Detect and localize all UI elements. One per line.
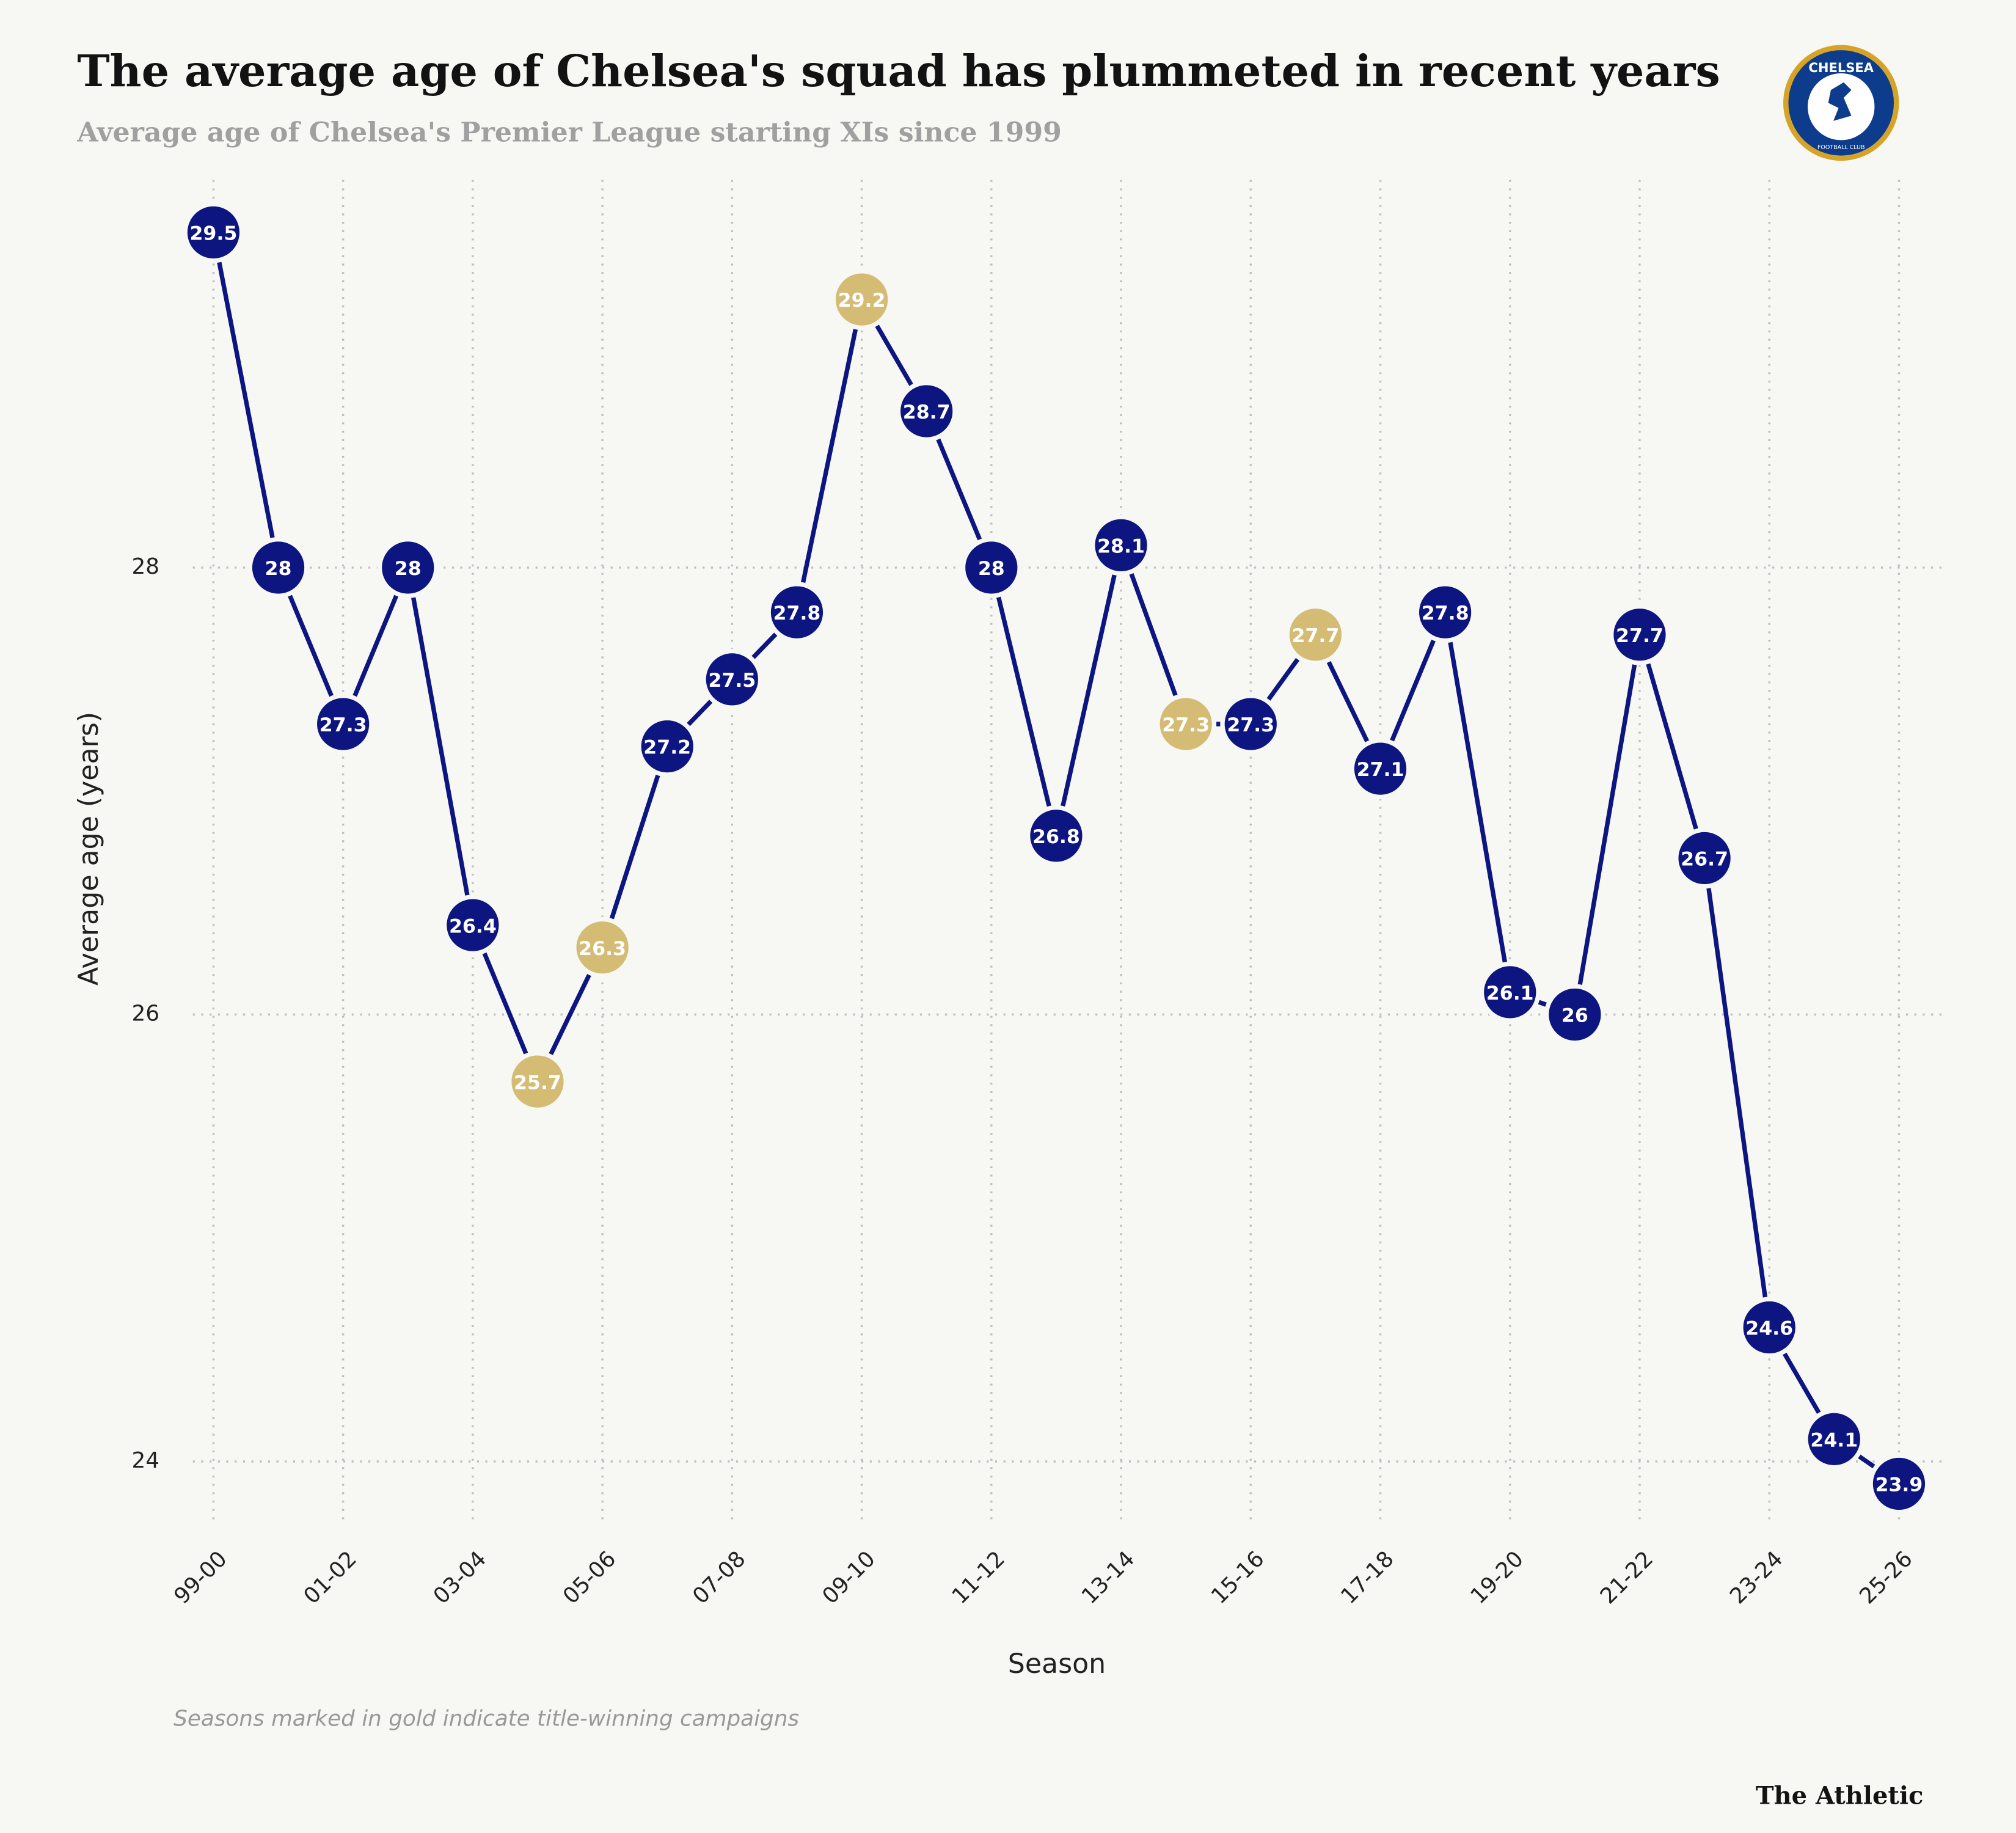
point (572, 916, 634, 978)
point (377, 537, 439, 598)
value-label: 28 (978, 558, 1005, 580)
logo-lion (1828, 82, 1852, 121)
point (1414, 582, 1476, 643)
value-label: 24.6 (1745, 1318, 1793, 1340)
point (960, 537, 1022, 598)
value-label: 27.2 (643, 737, 691, 759)
point (1544, 984, 1605, 1045)
chart-subtitle: Average age of Chelsea's Premier League … (76, 117, 1062, 148)
value-label: 28 (265, 558, 292, 580)
point (1090, 514, 1152, 576)
value-label: 24.1 (1810, 1429, 1858, 1451)
logo-text: FOOTBALL CLUB (1817, 144, 1865, 151)
value-label: 28.1 (1097, 536, 1145, 558)
logo: CHELSEA FOOTBALL CLUB (1783, 45, 1899, 161)
y-tick-label: 26 (131, 1001, 159, 1026)
point (896, 381, 957, 442)
source: The Athletic (1756, 1782, 1924, 1810)
value-label: 27.1 (1357, 759, 1404, 781)
y-axis-label: Average age (years) (73, 712, 104, 986)
point (1609, 604, 1670, 665)
value-label: 27.5 (708, 670, 756, 692)
point (1155, 693, 1217, 755)
point (831, 269, 893, 331)
point (701, 648, 763, 710)
value-label: 27.3 (1162, 714, 1210, 736)
point (1803, 1408, 1865, 1470)
chart-title: The average age of Chelsea's squad has p… (77, 45, 1720, 97)
note: Seasons marked in gold indicate title-wi… (173, 1706, 799, 1731)
value-label: 26.3 (579, 938, 626, 960)
value-label: 26.4 (449, 915, 497, 937)
value-label: 26.1 (1486, 982, 1534, 1004)
point (1349, 738, 1411, 800)
point (766, 582, 828, 643)
value-label: 27.8 (773, 602, 821, 624)
y-tick-label: 24 (131, 1448, 159, 1473)
value-label: 27.8 (1422, 602, 1469, 624)
value-label: 27.3 (1227, 714, 1274, 736)
x-axis-label: Season (1008, 1648, 1106, 1680)
value-label: 27.7 (1616, 625, 1664, 647)
point (1868, 1453, 1930, 1515)
point (1285, 604, 1346, 665)
value-label: 28.7 (903, 401, 951, 423)
value-label: 23.9 (1875, 1474, 1923, 1496)
point (1674, 827, 1736, 889)
point (1220, 693, 1282, 755)
point (183, 202, 244, 263)
value-label: 29.5 (189, 223, 237, 245)
point (637, 715, 698, 777)
y-tick-label: 28 (131, 554, 159, 579)
value-label: 25.7 (514, 1072, 561, 1094)
point (1025, 805, 1087, 866)
value-label: 26.7 (1681, 849, 1728, 871)
point (507, 1051, 568, 1113)
point (247, 537, 309, 598)
value-label: 27.3 (320, 714, 367, 736)
point (442, 895, 503, 956)
value-label: 26 (1561, 1005, 1588, 1027)
value-label: 29.2 (838, 290, 886, 312)
point (312, 693, 374, 755)
value-label: 26.8 (1032, 826, 1080, 848)
value-label: 27.7 (1291, 625, 1339, 647)
point (1479, 961, 1541, 1023)
logo-text: CHELSEA (1808, 60, 1874, 75)
value-label: 28 (395, 558, 422, 580)
point (1739, 1297, 1800, 1358)
